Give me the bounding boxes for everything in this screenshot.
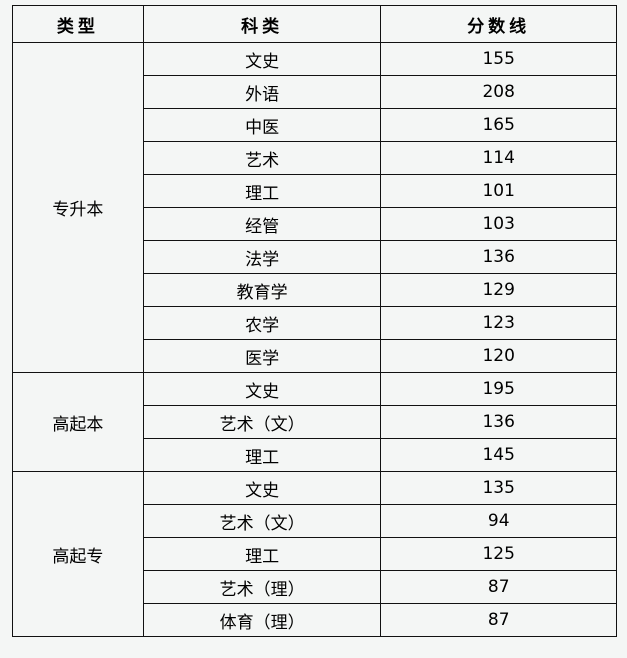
score-cell: 195 <box>380 372 617 406</box>
table-row: 体育（理） 87 <box>13 603 617 637</box>
table-row: 理工 145 <box>13 438 617 472</box>
score-table: 类型 科类 分数线 专升本 文史 155 外语 208 中医 165 艺术 114 理工 101 经管… <box>12 5 617 637</box>
subject-cell: 文史 <box>142 471 382 505</box>
subject-cell: 经管 <box>142 207 382 241</box>
table-row: 艺术（文） 136 <box>13 405 617 439</box>
subject-cell: 教育学 <box>142 273 382 307</box>
subject-cell: 文史 <box>142 372 382 406</box>
score-cell: 145 <box>380 438 617 472</box>
subject-cell: 理工 <box>142 537 382 571</box>
subject-cell: 艺术 <box>142 141 382 175</box>
table-row: 艺术 114 <box>13 141 617 175</box>
score-cell: 87 <box>380 570 617 604</box>
subject-cell: 外语 <box>142 75 382 109</box>
score-cell: 94 <box>380 504 617 538</box>
subject-cell: 艺术（文） <box>142 405 382 439</box>
header-subject: 科类 <box>142 5 382 43</box>
header-type: 类型 <box>12 5 144 43</box>
table-row: 理工 125 <box>13 537 617 571</box>
score-cell: 208 <box>380 75 617 109</box>
table-row: 医学 120 <box>13 339 617 373</box>
table-row: 高起专 文史 135 <box>12 471 617 637</box>
subject-cell: 医学 <box>142 339 382 373</box>
table-row: 专升本 文史 155 <box>12 42 617 373</box>
score-cell: 136 <box>380 240 617 274</box>
header-row: 类型 科类 分数线 <box>12 5 617 43</box>
subject-cell: 理工 <box>142 174 382 208</box>
table-row: 经管 103 <box>13 207 617 241</box>
table-row: 外语 208 <box>13 75 617 109</box>
score-cell: 165 <box>380 108 617 142</box>
type-cell: 专升本 <box>12 42 144 373</box>
table-row: 艺术（理） 87 <box>13 570 617 604</box>
score-cell: 120 <box>380 339 617 373</box>
score-cell: 123 <box>380 306 617 340</box>
score-cell: 125 <box>380 537 617 571</box>
table-row: 艺术（文） 94 <box>13 504 617 538</box>
subject-cell: 艺术（文） <box>142 504 382 538</box>
score-cell: 101 <box>380 174 617 208</box>
table-row: 法学 136 <box>13 240 617 274</box>
score-cell: 136 <box>380 405 617 439</box>
subject-cell: 理工 <box>142 438 382 472</box>
header-score: 分数线 <box>380 5 617 43</box>
subject-cell: 中医 <box>142 108 382 142</box>
subject-cell: 艺术（理） <box>142 570 382 604</box>
score-cell: 135 <box>380 471 617 505</box>
table-row: 教育学 129 <box>13 273 617 307</box>
subject-cell: 体育（理） <box>142 603 382 637</box>
subject-cell: 法学 <box>142 240 382 274</box>
table-row: 中医 165 <box>13 108 617 142</box>
subject-cell: 农学 <box>142 306 382 340</box>
table-row: 理工 101 <box>13 174 617 208</box>
subject-cell: 文史 <box>142 42 382 76</box>
type-cell: 高起本 <box>12 372 144 472</box>
score-cell: 87 <box>380 603 617 637</box>
score-cell: 155 <box>380 42 617 76</box>
table-row: 农学 123 <box>13 306 617 340</box>
score-cell: 103 <box>380 207 617 241</box>
type-cell: 高起专 <box>12 471 144 637</box>
score-cell: 129 <box>380 273 617 307</box>
score-cell: 114 <box>380 141 617 175</box>
table-row: 高起本 文史 195 <box>12 372 617 472</box>
